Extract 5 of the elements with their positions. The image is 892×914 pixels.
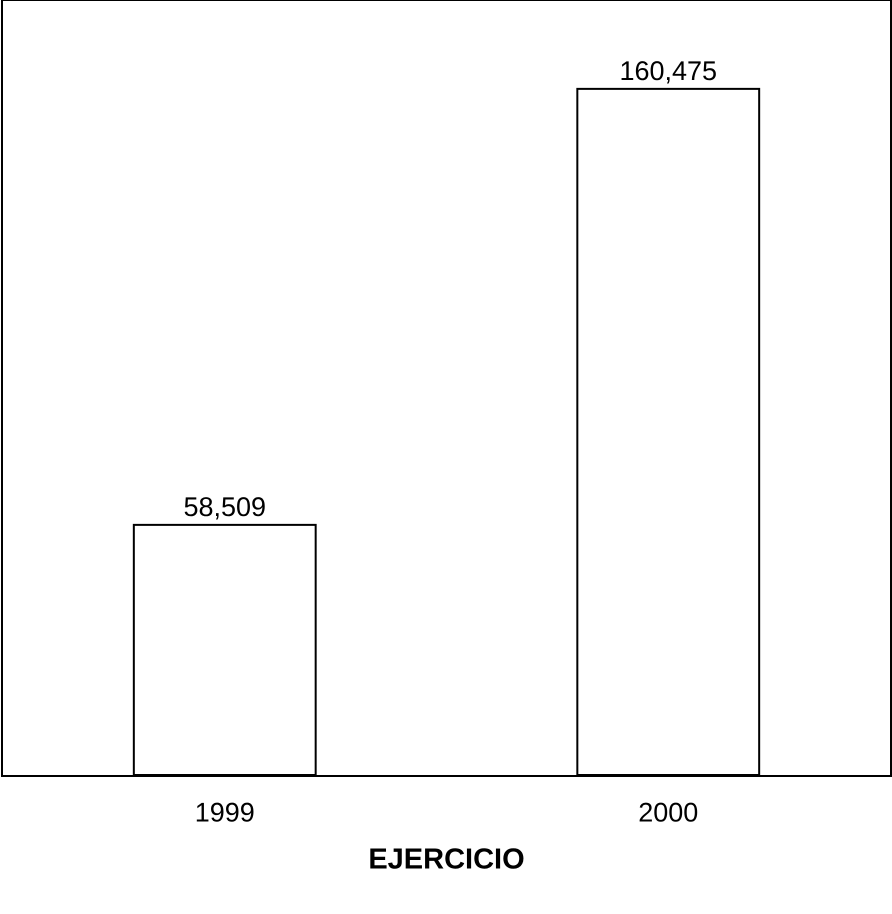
- x-axis-title: EJERCICIO: [368, 844, 525, 876]
- data-label: 58,509: [183, 492, 266, 522]
- x-tick-label: 2000: [638, 797, 698, 828]
- data-label: 160,475: [619, 56, 718, 86]
- x-tick-label: 1999: [194, 797, 255, 828]
